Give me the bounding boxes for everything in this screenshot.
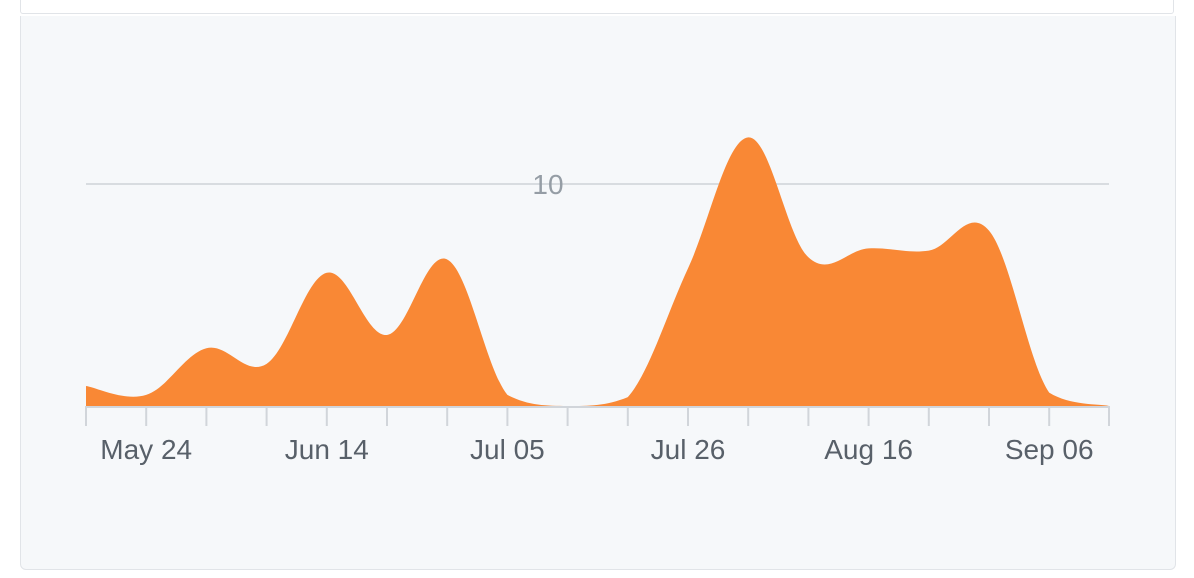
- x-tick-label: Jul 05: [470, 434, 545, 465]
- previous-panel-edge: [20, 0, 1174, 14]
- y-gridline-label: 10: [532, 169, 563, 200]
- x-axis-tick-labels: May 24 Jun 14 Jul 05 Jul 26 Aug 16 Sep 0…: [100, 434, 1093, 465]
- x-tick-label: Jun 14: [285, 434, 369, 465]
- x-tick-label: Jul 26: [651, 434, 726, 465]
- x-axis-ticks: [85, 406, 1110, 426]
- commit-area-series: [86, 137, 1109, 406]
- x-tick-label: May 24: [100, 434, 192, 465]
- x-tick-label: Sep 06: [1005, 434, 1094, 465]
- x-tick-label: Aug 16: [824, 434, 913, 465]
